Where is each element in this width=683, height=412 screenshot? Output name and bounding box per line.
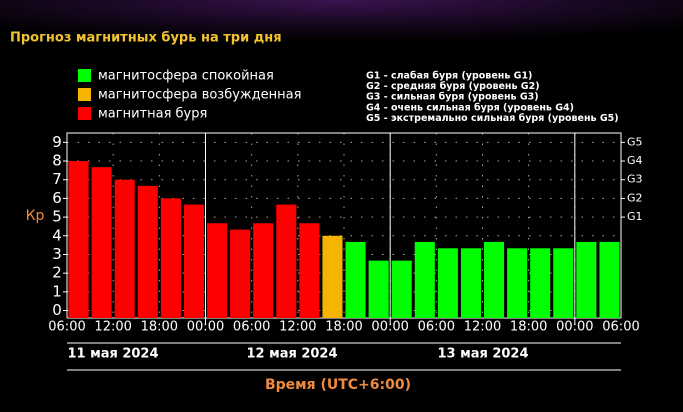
x-tick-label: 12:00 [279, 320, 316, 335]
bar [599, 241, 620, 318]
y-tick-label: 4 [52, 226, 62, 244]
legend-swatch [78, 88, 91, 101]
day-label: 12 мая 2024 [246, 347, 337, 362]
bar [507, 248, 528, 318]
x-tick-label: 18:00 [325, 320, 362, 335]
legend-label: магнитосфера возбужденная [98, 88, 301, 103]
bar [437, 248, 458, 318]
bar [114, 179, 135, 318]
bar [68, 161, 89, 318]
y-tick-label: 3 [52, 245, 62, 263]
bar [299, 223, 320, 318]
storm-level: G4 - очень сильная буря (уровень G4) [366, 102, 574, 113]
bar [160, 198, 181, 318]
x-tick-label: 18:00 [141, 320, 178, 335]
bar [230, 229, 251, 318]
x-tick-label: 18:00 [510, 320, 547, 335]
y2-tick-label: G1 [627, 210, 643, 223]
y-axis-label: Кр [26, 208, 45, 224]
bar [183, 204, 204, 318]
bar [460, 248, 481, 318]
bar [484, 241, 505, 318]
legend-label: магнитная буря [98, 107, 207, 122]
storm-level: G3 - сильная буря (уровень G3) [366, 92, 539, 103]
y2-tick-label: G2 [627, 191, 643, 204]
y-tick-label: 0 [52, 301, 62, 319]
bar [368, 260, 389, 318]
x-tick-label: 00:00 [187, 320, 224, 335]
x-tick-label: 12:00 [94, 320, 131, 335]
bar [576, 241, 597, 318]
x-tick-label: 06:00 [418, 320, 455, 335]
legend-label: магнитосфера спокойная [98, 69, 274, 84]
x-tick-label: 06:00 [48, 320, 85, 335]
y-tick-label: 5 [52, 208, 62, 226]
nebula [0, 0, 683, 60]
x-tick-label: 00:00 [371, 320, 408, 335]
y-tick-label: 6 [52, 189, 62, 207]
chart-title: Прогноз магнитных бурь на три дня [10, 31, 282, 46]
bar [391, 260, 412, 318]
y2-tick-label: G4 [627, 154, 643, 167]
y2-tick-label: G5 [627, 135, 643, 148]
x-tick-label: 06:00 [233, 320, 270, 335]
bar [553, 248, 574, 318]
storm-level: G5 - экстремально сильная буря (уровень … [366, 113, 619, 124]
bar [414, 241, 435, 318]
frame [66, 132, 622, 318]
storm-level: G2 - средняя буря (уровень G2) [366, 81, 540, 92]
y-tick-label: 8 [52, 152, 62, 170]
bar [276, 204, 297, 318]
y-tick-label: 7 [52, 170, 62, 188]
day-label: 13 мая 2024 [437, 347, 528, 362]
bar [530, 248, 551, 318]
legend-swatch [78, 69, 91, 82]
y2-tick-label: G3 [627, 173, 643, 186]
day-label: 11 мая 2024 [67, 347, 158, 362]
y-tick-label: 1 [52, 282, 62, 300]
bar [322, 235, 343, 318]
bar [137, 185, 158, 318]
bar [345, 241, 366, 318]
bar [91, 167, 112, 318]
legend-swatch [78, 107, 91, 120]
x-tick-label: 12:00 [464, 320, 501, 335]
x-tick-label: 06:00 [602, 320, 639, 335]
y-tick-label: 2 [52, 264, 62, 282]
bar [207, 223, 228, 318]
x-axis-label: Время (UTC+6:00) [265, 377, 411, 393]
storm-level: G1 - слабая буря (уровень G1) [366, 71, 532, 82]
y-tick-label: 9 [52, 133, 62, 151]
x-tick-label: 00:00 [556, 320, 593, 335]
bar [253, 223, 274, 318]
